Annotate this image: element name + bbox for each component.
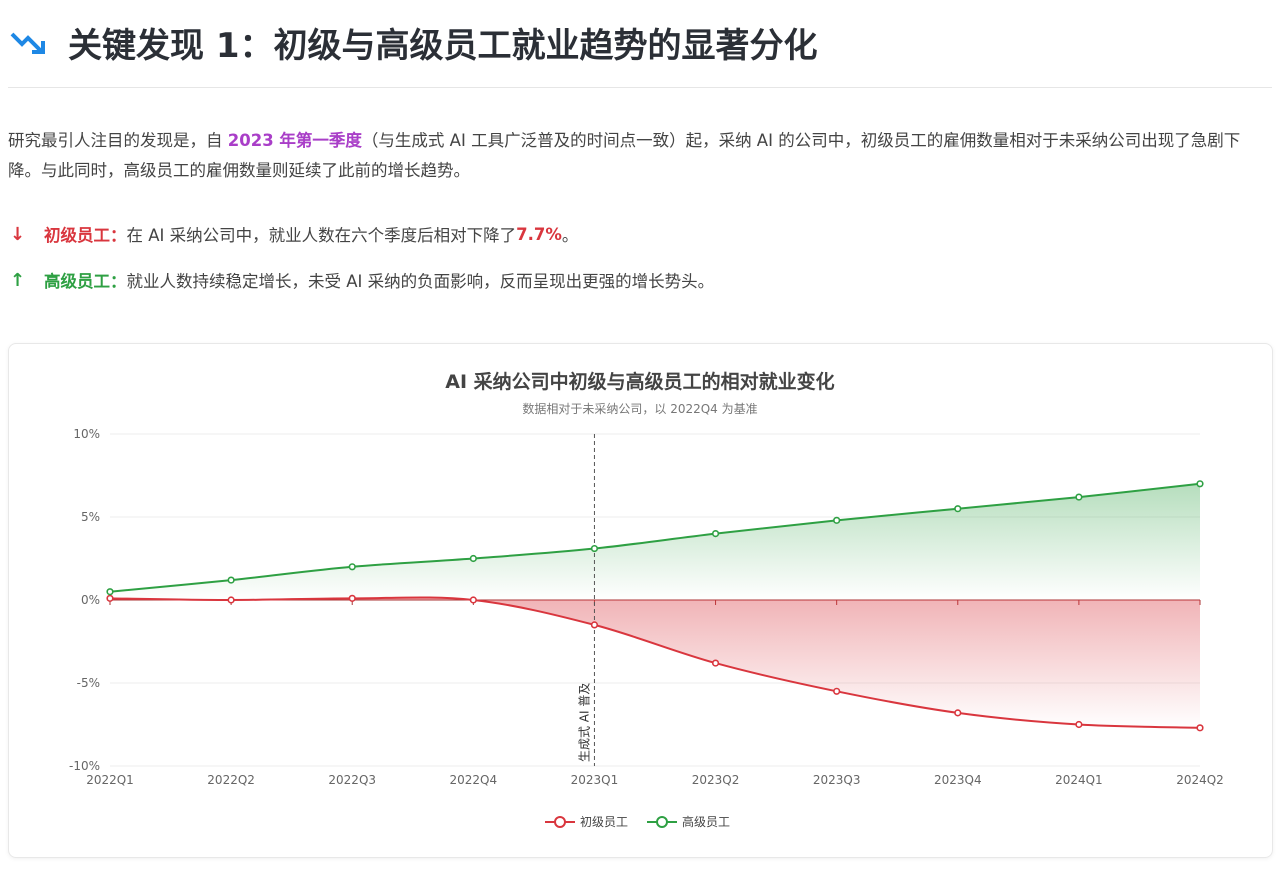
finding-text: 就业人数持续稳定增长，未受 AI 采纳的负面影响，反而呈现出更强的增长势头。 [126, 272, 715, 291]
data-point [590, 621, 599, 629]
x-tick-label: 2023Q4 [934, 773, 982, 787]
annotation-label: 生成式 AI 普及 [577, 683, 591, 762]
x-tick-label: 2022Q1 [86, 773, 134, 787]
x-tick-label: 2024Q2 [1176, 773, 1224, 787]
data-point [469, 554, 477, 563]
legend-marker [656, 816, 668, 828]
chart-card [8, 343, 1273, 858]
chart-title: AI 采纳公司中初级与高级员工的相对就业变化 [445, 370, 834, 393]
series-line [109, 596, 1201, 729]
data-point [590, 544, 599, 553]
data-point [1196, 724, 1204, 732]
finding-junior: ↓ 初级员工： 在 AI 采纳公司中，就业人数在六个季度后相对下降了 7.7% … [10, 222, 578, 246]
data-point [711, 659, 720, 667]
data-point [348, 563, 356, 571]
x-tick-label: 2023Q1 [571, 773, 619, 787]
legend-label: 高级员工 [682, 814, 730, 829]
intro-text-2: （与生成式 AI 工具广泛普及的时间点一致）起，采纳 AI 的公司中，初级员工的… [8, 131, 1241, 180]
data-point [954, 505, 962, 513]
finding-label: 初级员工： [44, 226, 127, 245]
finding-label: 高级员工： [44, 272, 127, 291]
data-point [106, 594, 114, 602]
finding-senior: ↑ 高级员工： 就业人数持续稳定增长，未受 AI 采纳的负面影响，反而呈现出更强… [10, 268, 714, 292]
data-point [833, 516, 841, 524]
arrow-up-icon: ↑ [10, 269, 26, 291]
intro-text: 研究最引人注目的发现是，自 [8, 131, 228, 150]
data-point [711, 529, 720, 538]
legend-label: 初级员工 [580, 815, 628, 829]
x-tick-label: 2022Q3 [328, 773, 376, 787]
data-point [833, 687, 841, 695]
x-tick-label: 2024Q1 [1055, 773, 1103, 787]
data-point [348, 594, 356, 602]
finding-text: 在 AI 采纳公司中，就业人数在六个季度后相对下降了 [126, 226, 517, 245]
data-point [469, 596, 477, 604]
page-title: 关键发现 1：初级与高级员工就业趋势的显著分化 [68, 26, 818, 66]
x-tick-label: 2022Q2 [207, 773, 255, 787]
y-tick-label: 10% [73, 427, 100, 441]
x-tick-label: 2022Q4 [450, 773, 498, 787]
data-point [227, 596, 235, 604]
trending-down-icon [10, 32, 45, 54]
data-point [106, 588, 114, 596]
data-point [954, 709, 962, 717]
data-point [1075, 720, 1083, 729]
divider [8, 87, 1272, 88]
arrow-down-icon: ↓ [10, 223, 26, 245]
data-point [1075, 493, 1083, 501]
legend-marker [554, 816, 566, 828]
y-tick-label: -10% [69, 759, 100, 773]
data-point [227, 576, 235, 584]
page-header: 关键发现 1：初级与高级员工就业趋势的显著分化 [10, 18, 818, 67]
series-area [110, 597, 1200, 728]
y-tick-label: 5% [81, 510, 100, 524]
x-tick-label: 2023Q3 [813, 773, 861, 787]
intro-paragraph: 研究最引人注目的发现是，自 2023 年第一季度（与生成式 AI 工具广泛普及的… [8, 126, 1272, 186]
y-tick-label: 0% [81, 593, 100, 607]
chart-subtitle: 数据相对于未采纳公司，以 2022Q4 为基准 [522, 401, 757, 416]
y-tick-label: -5% [77, 676, 100, 690]
x-tick-label: 2023Q2 [692, 773, 740, 787]
series-line [109, 482, 1201, 593]
finding-value: 7.7% [516, 224, 562, 244]
intro-highlight: 2023 年第一季度 [227, 131, 362, 150]
data-point [1196, 480, 1204, 488]
finding-tail: 。 [561, 226, 579, 245]
